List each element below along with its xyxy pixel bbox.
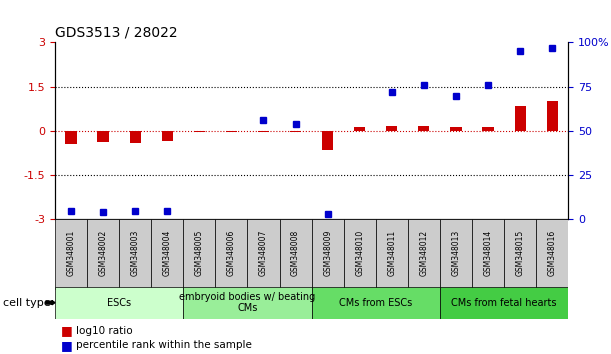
Text: ESCs: ESCs	[107, 298, 131, 308]
Text: GSM348002: GSM348002	[98, 230, 108, 276]
Bar	[152, 219, 183, 290]
Bar	[504, 219, 536, 290]
Text: GSM348014: GSM348014	[483, 230, 492, 276]
Text: cell type: cell type	[3, 298, 51, 308]
Bar	[55, 219, 87, 290]
Bar	[514, 106, 525, 131]
Text: GSM348011: GSM348011	[387, 230, 397, 276]
Text: GSM348015: GSM348015	[516, 230, 525, 276]
Text: GSM348006: GSM348006	[227, 230, 236, 276]
Bar	[162, 131, 173, 141]
Text: embryoid bodies w/ beating
CMs: embryoid bodies w/ beating CMs	[180, 292, 315, 314]
Text: GSM348013: GSM348013	[452, 230, 461, 276]
Bar	[290, 131, 301, 132]
Text: GSM348004: GSM348004	[163, 230, 172, 276]
Bar	[408, 219, 440, 290]
Text: ■: ■	[61, 339, 73, 352]
Bar	[483, 127, 494, 131]
Text: GSM348005: GSM348005	[195, 230, 204, 276]
Bar	[386, 126, 397, 131]
Text: GSM348016: GSM348016	[547, 230, 557, 276]
Text: GSM348010: GSM348010	[355, 230, 364, 276]
Bar	[194, 131, 205, 132]
Bar	[55, 287, 183, 319]
Bar	[130, 131, 141, 143]
Bar	[119, 219, 152, 290]
Bar	[343, 219, 376, 290]
Text: log10 ratio: log10 ratio	[76, 326, 133, 336]
Bar	[322, 131, 333, 150]
Text: GSM348007: GSM348007	[259, 230, 268, 276]
Bar	[183, 219, 216, 290]
Bar	[536, 219, 568, 290]
Bar	[440, 287, 568, 319]
Bar	[312, 219, 343, 290]
Text: CMs from fetal hearts: CMs from fetal hearts	[452, 298, 557, 308]
Bar	[226, 131, 237, 132]
Bar	[247, 219, 280, 290]
Text: GSM348012: GSM348012	[419, 230, 428, 276]
Bar	[472, 219, 504, 290]
Bar	[216, 219, 247, 290]
Bar	[450, 127, 461, 131]
Bar	[65, 131, 76, 144]
Text: GSM348001: GSM348001	[67, 230, 76, 276]
Bar	[312, 287, 440, 319]
Bar	[419, 126, 430, 131]
Text: GDS3513 / 28022: GDS3513 / 28022	[55, 26, 178, 40]
Bar	[376, 219, 408, 290]
Bar	[354, 127, 365, 131]
Bar	[87, 219, 119, 290]
Bar	[280, 219, 312, 290]
Bar	[98, 131, 109, 142]
Text: GSM348009: GSM348009	[323, 230, 332, 276]
Bar	[440, 219, 472, 290]
Text: percentile rank within the sample: percentile rank within the sample	[76, 340, 252, 350]
Bar	[183, 287, 312, 319]
Bar	[547, 102, 558, 131]
Text: GSM348003: GSM348003	[131, 230, 140, 276]
Text: CMs from ESCs: CMs from ESCs	[339, 298, 412, 308]
Text: ■: ■	[61, 325, 73, 337]
Text: GSM348008: GSM348008	[291, 230, 300, 276]
Bar	[258, 131, 269, 132]
